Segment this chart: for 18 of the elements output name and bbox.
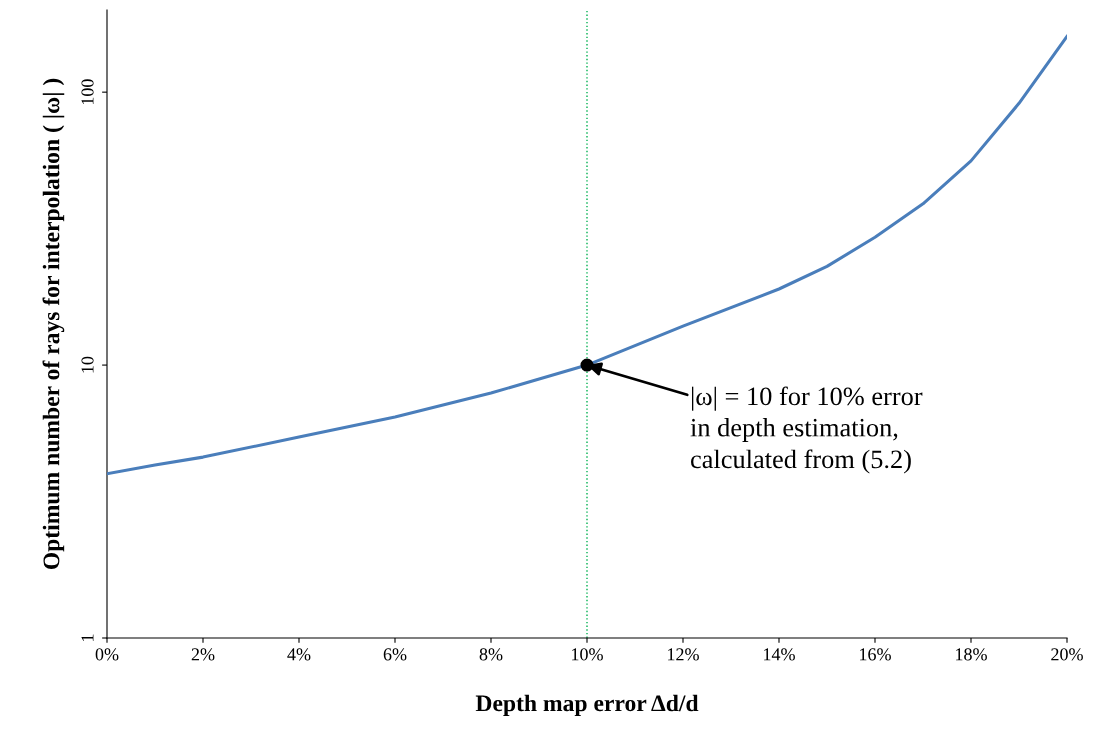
y-tick-label: 10 <box>81 356 94 373</box>
y-tick-label: 100 <box>81 79 94 105</box>
line-series <box>107 34 1067 476</box>
x-axis-title: Depth map error Δd/d <box>475 694 699 717</box>
x-tick-label: 0% <box>95 648 119 661</box>
x-tick-label: 16% <box>860 648 891 661</box>
x-tick-label: 18% <box>956 648 987 661</box>
x-tick-label: 4% <box>287 648 311 661</box>
x-tick-label: 20% <box>1051 648 1083 661</box>
y-tick-label: 1 <box>81 634 94 641</box>
x-tick-label: 14% <box>764 648 795 661</box>
y-axis-title: Optimum number of rays for interpolation ( |ω| ) <box>42 78 65 570</box>
annotation: |ω| = 10 for 10% error in depth estimation, calculated from (5.2) <box>690 386 923 474</box>
x-tick-label: 8% <box>479 648 503 661</box>
x-tick-label: 6% <box>383 648 407 661</box>
x-tick-label: 12% <box>668 648 699 661</box>
x-tick-label: 2% <box>191 648 215 661</box>
x-tick-label: 10% <box>572 648 603 661</box>
